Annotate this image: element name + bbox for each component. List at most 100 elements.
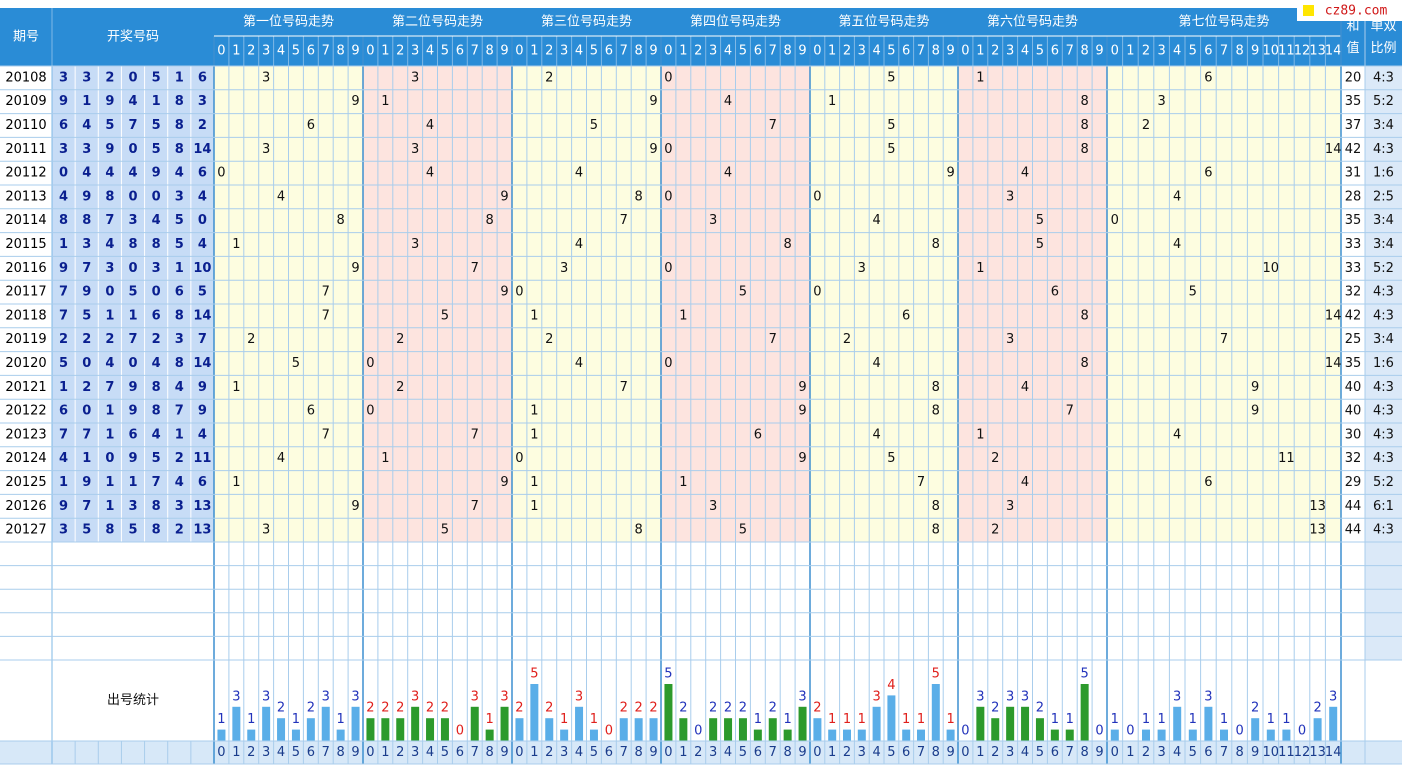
stat-bar — [381, 718, 390, 741]
stat-bar — [262, 706, 271, 741]
trend-number: 8 — [1081, 118, 1089, 133]
draw-number: 0 — [198, 213, 207, 228]
trend-number: 8 — [1081, 94, 1089, 109]
draw-number: 7 — [59, 308, 68, 323]
footer-digit: 3 — [560, 745, 568, 760]
draw-number: 9 — [105, 94, 114, 109]
draw-number: 8 — [152, 237, 161, 252]
trend-number: 7 — [769, 118, 777, 133]
sum: 35 — [1345, 94, 1362, 109]
trend-number: 1 — [828, 94, 836, 109]
column-digit: 3 — [709, 44, 717, 59]
column-digit: 6 — [307, 44, 315, 59]
draw-number: 5 — [59, 356, 68, 371]
stat-count: 4 — [887, 678, 895, 693]
draw-number: 4 — [105, 166, 114, 181]
draw-number: 4 — [59, 189, 68, 204]
trend-number: 4 — [426, 118, 434, 133]
issue: 20126 — [5, 499, 46, 514]
draw-number: 3 — [175, 499, 184, 514]
trend-number: 9 — [798, 404, 806, 419]
draw-number: 4 — [175, 166, 184, 181]
trend-number: 2 — [843, 332, 851, 347]
column-digit: 0 — [813, 44, 821, 59]
stat-bar — [1188, 729, 1197, 741]
stat-count: 2 — [307, 701, 315, 716]
stat-count: 2 — [769, 701, 777, 716]
stat-bar — [872, 706, 881, 741]
trend-number: 9 — [798, 451, 806, 466]
stat-bar — [843, 729, 851, 741]
trend-number: 5 — [739, 523, 747, 538]
logo-bg — [1297, 0, 1402, 21]
column-digit: 11 — [1278, 44, 1295, 59]
trend-number: 2 — [1142, 118, 1150, 133]
draw-number: 2 — [105, 70, 114, 85]
column-digit: 8 — [1235, 44, 1243, 59]
draw-number: 5 — [152, 70, 161, 85]
draw-number: 0 — [105, 285, 114, 300]
column-digit: 12 — [1294, 44, 1311, 59]
footer-digit: 9 — [500, 745, 508, 760]
issue: 20114 — [5, 213, 46, 228]
sum: 32 — [1345, 451, 1362, 466]
draw-number: 2 — [175, 451, 184, 466]
draw-number: 13 — [193, 499, 211, 514]
trend-number: 9 — [351, 94, 359, 109]
footer-digit: 2 — [247, 745, 255, 760]
column-digit: 5 — [292, 44, 300, 59]
stat-count: 2 — [1036, 701, 1044, 716]
sum: 40 — [1345, 404, 1362, 419]
footer-digit: 1 — [530, 745, 538, 760]
column-digit: 0 — [217, 44, 225, 59]
stat-bar — [619, 718, 628, 741]
trend-number: 1 — [530, 499, 538, 514]
footer-digit: 1 — [828, 745, 836, 760]
draw-number: 5 — [82, 308, 91, 323]
draw-number: 3 — [128, 499, 137, 514]
trend-number: 7 — [620, 380, 628, 395]
trend-number: 13 — [1309, 499, 1326, 514]
stat-bar — [1204, 706, 1213, 741]
trend-number: 9 — [1251, 380, 1259, 395]
header-ratio: 单双比例 — [1370, 19, 1396, 56]
sum: 44 — [1345, 499, 1362, 514]
stat-count: 2 — [739, 701, 747, 716]
trend-number: 14 — [1325, 356, 1342, 371]
column-digit: 5 — [739, 44, 747, 59]
draw-number: 14 — [193, 356, 211, 371]
column-digit: 9 — [1251, 44, 1259, 59]
trend-number: 0 — [366, 356, 374, 371]
sum: 33 — [1345, 261, 1362, 276]
trend-number: 3 — [411, 237, 419, 252]
stat-bar — [917, 729, 925, 741]
draw-number: 9 — [59, 499, 68, 514]
stat-count: 1 — [1267, 712, 1275, 727]
draw-number: 7 — [175, 404, 184, 419]
draw-number: 1 — [105, 427, 114, 442]
trend-number: 1 — [232, 237, 240, 252]
stat-count: 1 — [917, 712, 925, 727]
footer-digit: 0 — [366, 745, 374, 760]
draw-number: 5 — [105, 118, 114, 133]
draw-number: 9 — [152, 166, 161, 181]
column-digit: 7 — [1066, 44, 1074, 59]
draw-number: 7 — [152, 475, 161, 490]
stat-bar — [931, 684, 940, 741]
draw-number: 1 — [152, 94, 161, 109]
stat-count: 3 — [500, 689, 508, 704]
stat-bar — [1282, 729, 1291, 741]
stat-count: 1 — [902, 712, 910, 727]
draw-number: 4 — [152, 213, 161, 228]
draw-number: 2 — [59, 332, 68, 347]
trend-number: 3 — [262, 142, 270, 157]
footer-digit: 6 — [754, 745, 762, 760]
trend-number: 9 — [649, 94, 657, 109]
draw-number: 3 — [82, 142, 91, 157]
column-digit: 4 — [426, 44, 434, 59]
trend-number: 1 — [381, 94, 389, 109]
column-digit: 2 — [247, 44, 255, 59]
stat-bar — [560, 729, 569, 741]
column-digit: 4 — [872, 44, 880, 59]
footer-digit: 14 — [1325, 745, 1342, 760]
